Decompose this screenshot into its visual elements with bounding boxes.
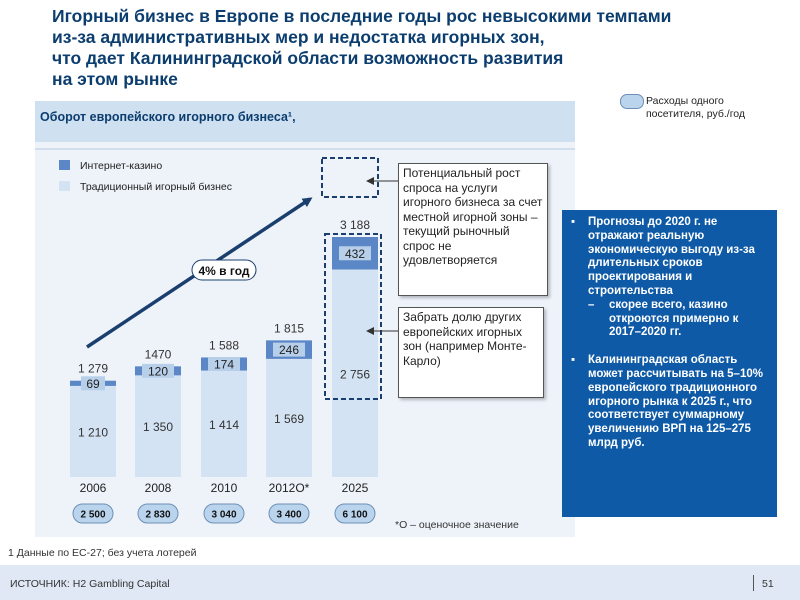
spend-oval — [203, 503, 245, 524]
bar-total-label: 1 279 — [78, 362, 108, 376]
bar-traditional — [201, 370, 247, 477]
title-line: что дает Калининградской области возможн… — [52, 48, 564, 68]
estimate-footnote: *О – оценочное значение — [395, 519, 519, 531]
bar-internet-label-bg — [339, 246, 371, 261]
bar-total-label: 1 588 — [209, 338, 239, 352]
spend-value: 6 100 — [342, 510, 367, 521]
spend-oval — [334, 503, 376, 524]
forecast-subpoint-text: скорее всего, казино откроются примерно … — [609, 298, 739, 339]
bullet-icon: ▪ — [571, 216, 576, 228]
forecast-point-text: Калининградская область может рассчитыва… — [588, 354, 763, 449]
share-highlight-box — [324, 233, 382, 400]
growth-label: 4% в год — [198, 264, 249, 278]
page-number: 51 — [762, 578, 774, 590]
spend-oval — [137, 503, 179, 524]
title-line: Игорный бизнес в Европе в последние годы… — [52, 6, 672, 26]
spend-value: 2 500 — [80, 510, 105, 521]
bar-traditional — [332, 269, 378, 477]
bar-traditional-label: 1 210 — [78, 425, 108, 439]
spend-value: 3 040 — [211, 510, 236, 521]
x-tick-label: 2025 — [342, 481, 369, 495]
bar-traditional — [70, 385, 116, 477]
bar-traditional — [135, 375, 181, 477]
x-tick-label: 2006 — [80, 481, 107, 495]
bar-internet-label-bg — [142, 363, 174, 378]
chart-panel-header — [35, 101, 575, 142]
spend-oval — [268, 503, 310, 524]
annotation-share: Забрать долю других европейских игорных … — [398, 307, 544, 398]
forecast-point: ▪ Прогнозы до 2020 г. не отражают реальн… — [568, 216, 771, 340]
bar-internet-label: 174 — [214, 358, 234, 372]
bar-internet-label-bg — [81, 376, 105, 391]
bullet-icon: ▪ — [571, 354, 576, 367]
bar-total-label: 1470 — [145, 347, 172, 361]
annotation-growth-text: Потенциальный рост спроса на услуги игор… — [403, 166, 543, 267]
page-separator — [753, 575, 754, 591]
footer-bar: ИСТОЧНИК: H2 Gambling Capital 51 — [0, 565, 800, 600]
dash-icon: – — [588, 298, 595, 311]
bar-internet-label-bg — [208, 357, 240, 372]
bar-traditional-label: 1 569 — [274, 412, 304, 426]
spend-oval — [72, 503, 114, 524]
spend-value: 3 400 — [276, 510, 301, 521]
bar-traditional — [266, 358, 312, 477]
bar-internet-label: 69 — [86, 377, 100, 391]
spend-legend-oval — [620, 94, 644, 109]
bar-internet-label: 120 — [148, 364, 168, 378]
target-box — [321, 157, 379, 198]
annotation-growth: Потенциальный рост спроса на услуги игор… — [398, 163, 548, 296]
bar-traditional-label: 1 414 — [209, 418, 239, 432]
bar-traditional-label: 2 756 — [340, 367, 370, 381]
legend-traditional-label: Традиционный игорный бизнес — [80, 181, 232, 193]
growth-label-box — [191, 259, 257, 281]
x-tick-label: 2012O* — [269, 481, 310, 495]
bar-internet-label-bg — [273, 342, 305, 357]
page-title: Игорный бизнес в Европе в последние годы… — [52, 6, 792, 90]
spend-value: 2 830 — [145, 510, 170, 521]
forecast-point: ▪ Калининградская область может рассчиты… — [568, 354, 771, 451]
legend-internet-swatch — [59, 160, 70, 170]
bar-traditional-label: 1 350 — [143, 420, 173, 434]
x-tick-label: 2010 — [211, 481, 238, 495]
x-tick-label: 2008 — [145, 481, 172, 495]
forecast-panel: ▪ Прогнозы до 2020 г. не отражают реальн… — [562, 210, 777, 517]
forecast-subpoint: – скорее всего, казино откроются примерн… — [588, 299, 771, 340]
title-line: на этом рынке — [52, 69, 178, 89]
bar-internet-label: 432 — [345, 247, 365, 261]
footnote: 1 Данные по ЕС-27; без учета лотерей — [8, 547, 197, 559]
bar-total-label: 1 815 — [274, 321, 304, 335]
bars-group: 1 210 691 279 2006 2 500 1 350 120 1470 2008 2 8… — [70, 218, 378, 524]
bar-internet-label: 246 — [279, 343, 299, 357]
spend-legend-label: Расходы одного посетителя, руб./год — [646, 95, 746, 120]
legend-traditional-swatch — [59, 181, 70, 191]
title-line: из-за административных мер и недостатка … — [52, 27, 545, 47]
legend-internet-label: Интернет-казино — [80, 160, 162, 172]
annotation-share-text: Забрать долю других европейских игорных … — [403, 310, 527, 368]
source-note: ИСТОЧНИК: H2 Gambling Capital — [10, 578, 170, 590]
forecast-point-text: Прогнозы до 2020 г. не отражают реальную… — [588, 216, 755, 297]
chart-title: Оборот европейского игорного бизнеса¹, — [40, 110, 296, 124]
bar-total-label: 3 188 — [340, 218, 370, 232]
